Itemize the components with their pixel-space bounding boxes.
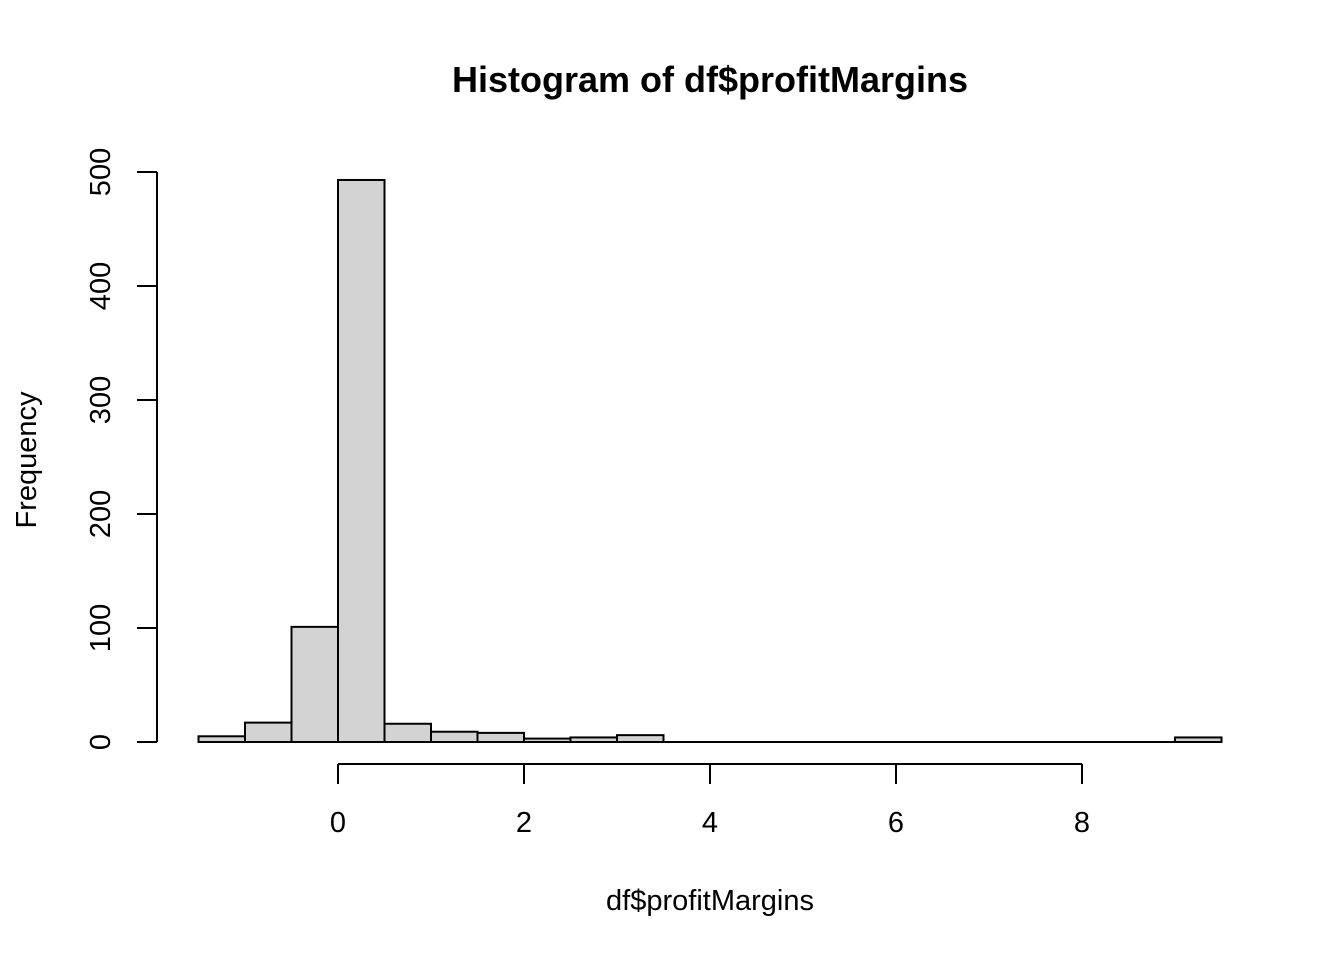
bars — [197, 178, 1223, 744]
histogram-bar — [569, 736, 618, 744]
y-axis: 0 100 200 300 400 500 — [85, 148, 158, 750]
histogram-bar — [616, 734, 665, 743]
y-tick-label: 300 — [85, 376, 117, 424]
x-tick-label: 6 — [888, 807, 904, 839]
histogram-bar — [197, 735, 246, 743]
y-axis-label: Frequency — [11, 391, 43, 529]
x-tick-label: 8 — [1074, 807, 1090, 839]
x-axis-label: df$profitMargins — [606, 885, 814, 917]
histogram-bar — [1174, 736, 1223, 744]
chart-title: Histogram of df$profitMargins — [452, 59, 968, 100]
y-tick-label: 0 — [85, 734, 117, 750]
y-tick-label: 500 — [85, 148, 117, 196]
histogram-bar — [290, 625, 339, 743]
histogram-bar — [430, 730, 479, 743]
histogram-bar — [244, 721, 293, 743]
x-axis: 0 2 4 6 8 — [330, 763, 1090, 839]
y-tick-label: 200 — [85, 490, 117, 538]
y-tick-label: 400 — [85, 262, 117, 310]
x-tick-label: 0 — [330, 807, 346, 839]
histogram-bar — [476, 731, 525, 744]
x-tick-label: 2 — [516, 807, 532, 839]
histogram-bar — [383, 722, 432, 744]
histogram-bar — [523, 737, 572, 744]
x-tick-label: 4 — [702, 807, 718, 839]
y-tick-label: 100 — [85, 604, 117, 652]
histogram-bar — [337, 178, 386, 744]
